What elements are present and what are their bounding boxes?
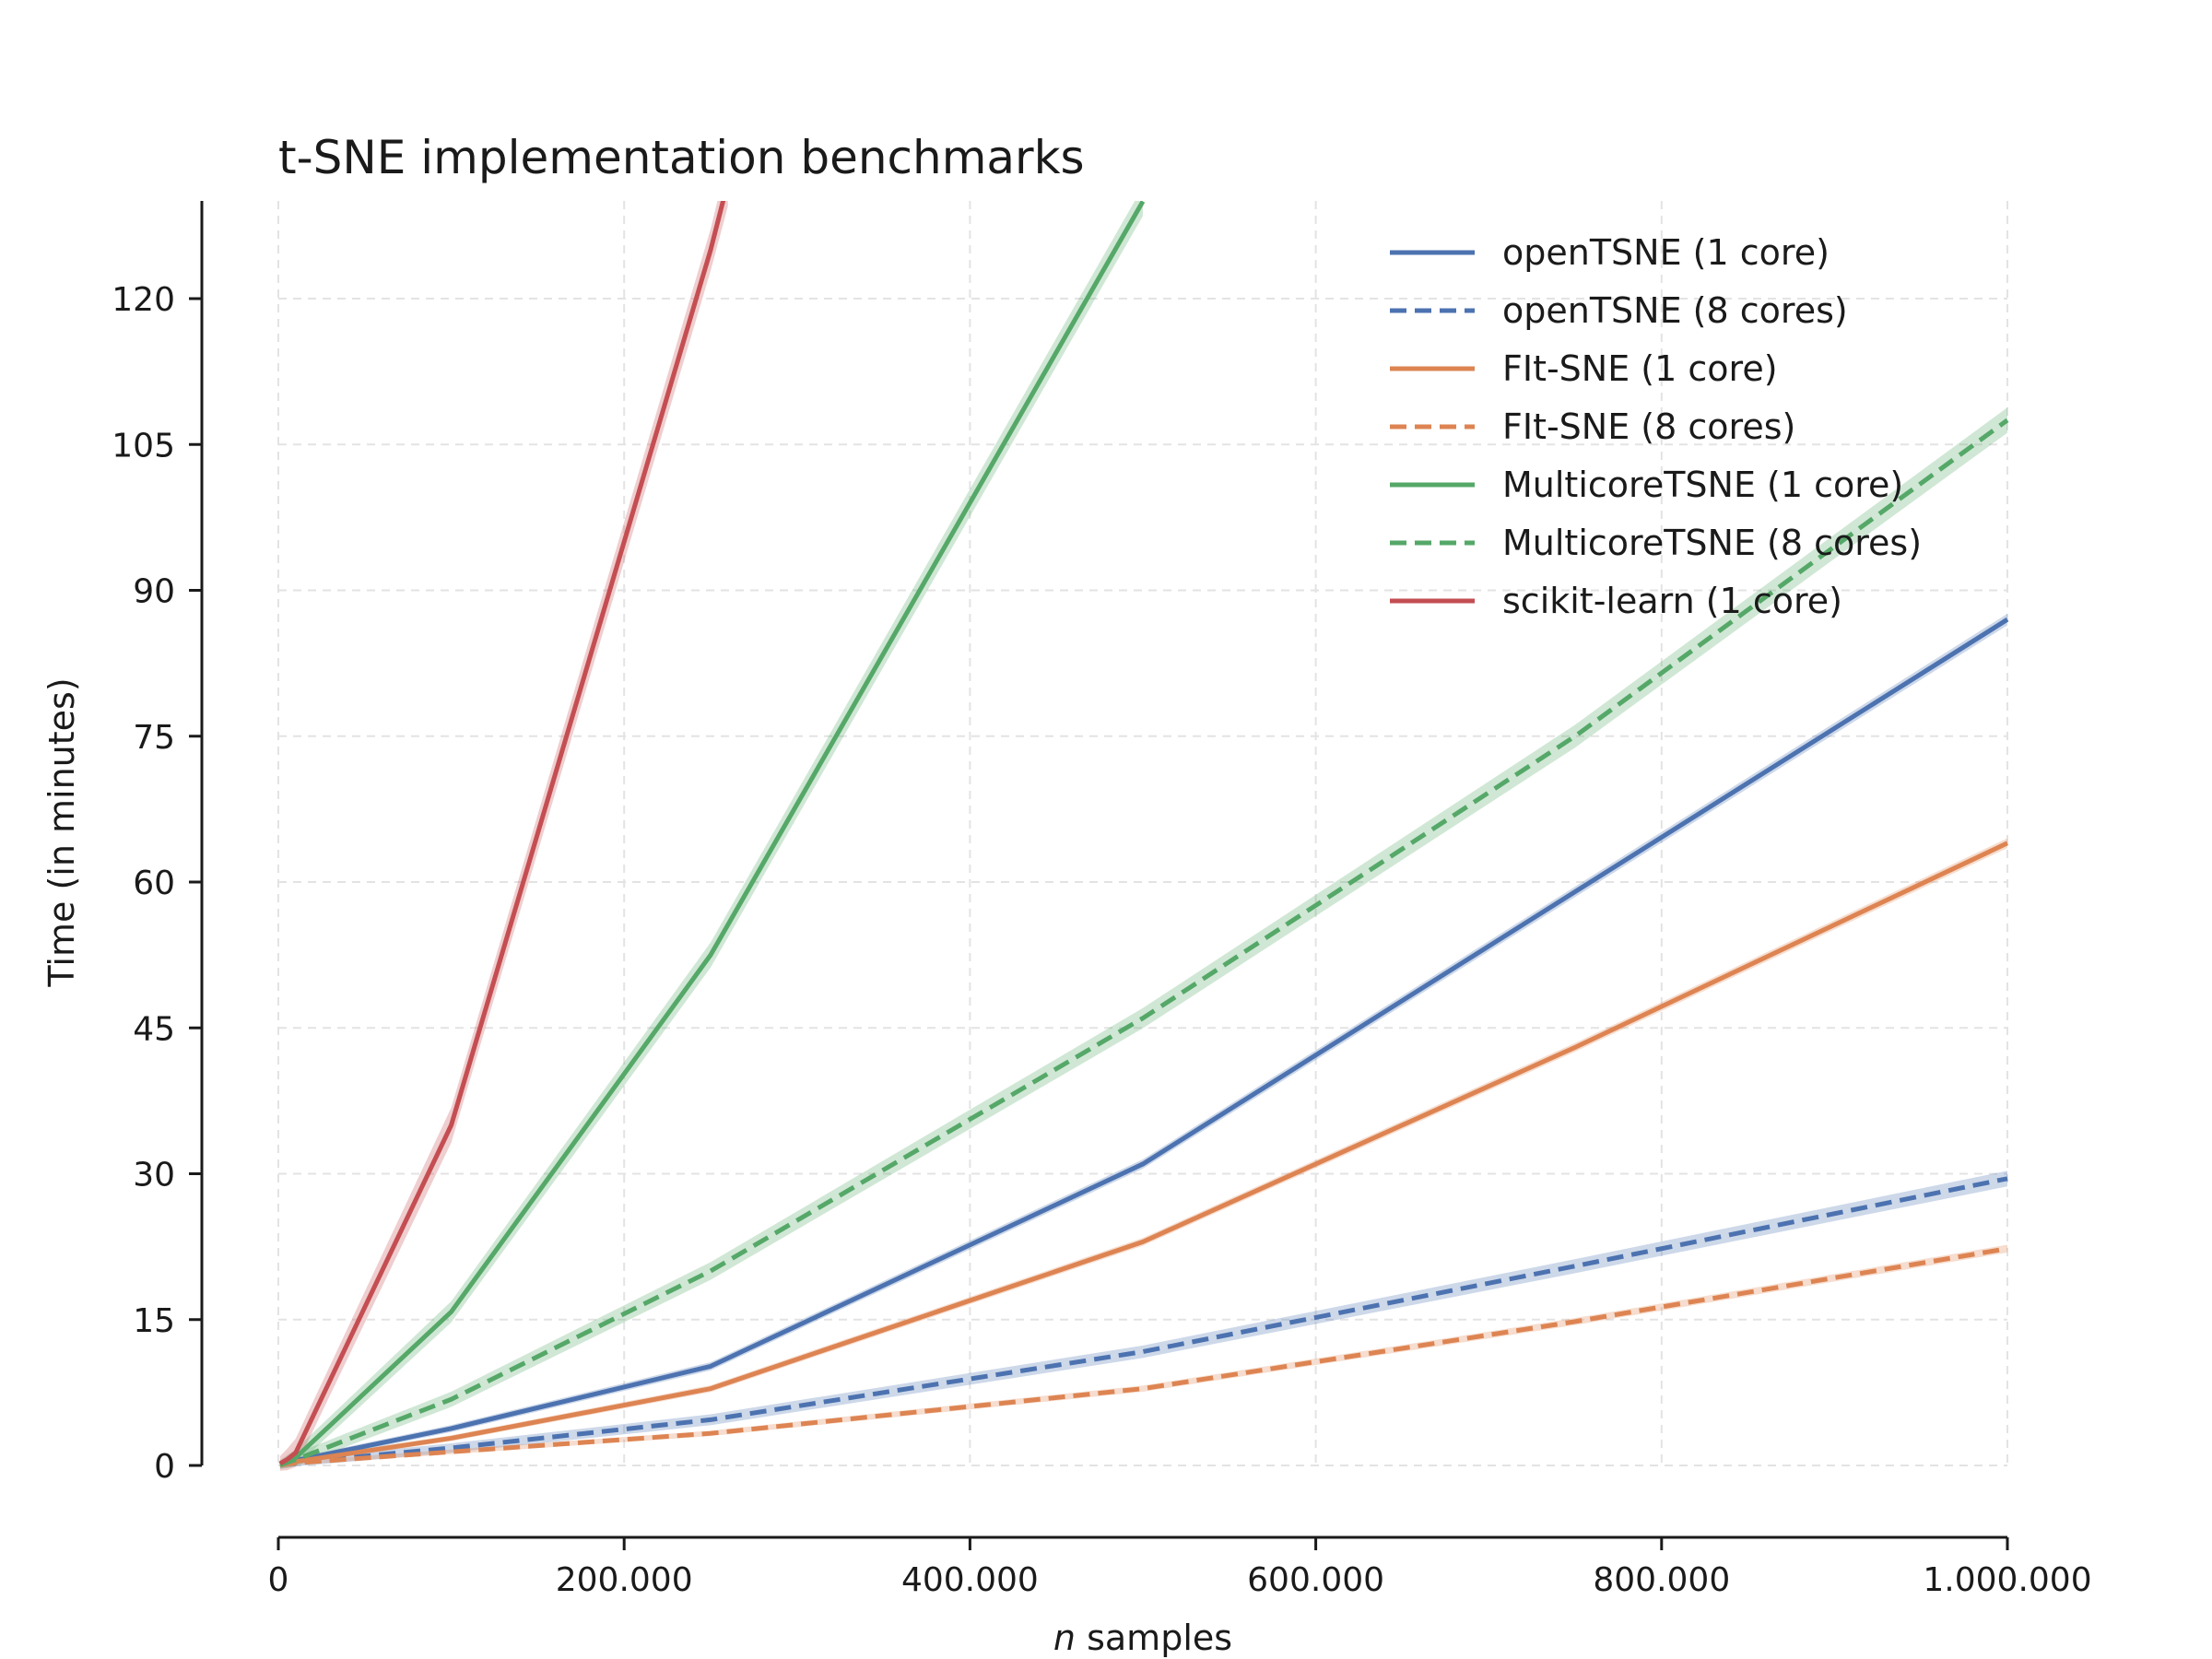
x-axis-label-rest: samples bbox=[1076, 1618, 1232, 1658]
x-tick-label: 600.000 bbox=[1247, 1561, 1384, 1599]
axes: 0 15 30 45 60 75 90 105 120 0 200.000 400.000 600.00… bbox=[112, 201, 2092, 1599]
y-tick-label: 30 bbox=[133, 1157, 175, 1194]
x-tick-label: 200.000 bbox=[556, 1561, 693, 1599]
x-tick-label: 400.000 bbox=[901, 1561, 1039, 1599]
band-scikit-learn-1-core bbox=[279, 201, 728, 1471]
line-fit-sne-1-core bbox=[279, 841, 2009, 1467]
line-opentsne-1-core bbox=[279, 618, 2009, 1467]
y-tick-label: 0 bbox=[154, 1448, 175, 1486]
chart-title: t-SNE implementation benchmarks bbox=[278, 131, 1085, 184]
band-multicoretsne-8-cores bbox=[279, 407, 2008, 1469]
x-axis-label: n samples bbox=[1053, 1618, 1232, 1658]
legend-label-fit-sne-1-core: FIt-SNE (1 core) bbox=[1502, 348, 1778, 389]
line-multicoretsne-8-cores bbox=[279, 418, 2009, 1467]
y-tick-label: 90 bbox=[133, 573, 175, 611]
line-scikit-learn-1-core bbox=[278, 201, 726, 1466]
y-tick-label: 75 bbox=[133, 719, 175, 757]
legend-label-multicoretsne-1-core: MulticoreTSNE (1 core) bbox=[1502, 465, 1903, 505]
y-tick-label: 45 bbox=[133, 1010, 175, 1048]
legend-label-opentsne-8-cores: openTSNE (8 cores) bbox=[1502, 290, 1848, 331]
legend-label-scikit-learn-1-core: scikit-learn (1 core) bbox=[1502, 581, 1842, 621]
y-axis-label: Time (in minutes) bbox=[41, 677, 82, 987]
series-lines bbox=[278, 201, 2009, 1467]
band-opentsne-1-core bbox=[279, 613, 2008, 1466]
legend-label-multicoretsne-8-cores: MulticoreTSNE (8 cores) bbox=[1502, 523, 1922, 563]
legend-label-opentsne-1-core: openTSNE (1 core) bbox=[1502, 232, 1830, 273]
band-fit-sne-1-core bbox=[279, 838, 2008, 1466]
legend-label-fit-sne-8-cores: FIt-SNE (8 cores) bbox=[1502, 406, 1795, 447]
uncertainty-bands bbox=[279, 201, 2008, 1471]
y-tick-label: 120 bbox=[112, 281, 175, 319]
legend: openTSNE (1 core) openTSNE (8 cores) FIt-S… bbox=[1390, 232, 1922, 621]
x-axis-label-italic: n bbox=[1053, 1618, 1076, 1658]
x-tick-label: 0 bbox=[268, 1561, 289, 1599]
x-tick-label: 800.000 bbox=[1593, 1561, 1730, 1599]
y-tick-label: 60 bbox=[133, 865, 175, 902]
y-tick-label: 105 bbox=[112, 427, 175, 465]
y-tick-label: 15 bbox=[133, 1302, 175, 1340]
x-tick-label: 1.000.000 bbox=[1923, 1561, 2091, 1599]
